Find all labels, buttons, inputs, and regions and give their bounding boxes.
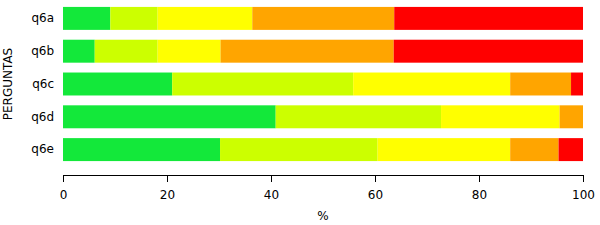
tick-label: q6e bbox=[31, 142, 54, 156]
bar-segment bbox=[394, 7, 583, 30]
bar-segment bbox=[560, 105, 583, 128]
tick-label: 80 bbox=[472, 188, 487, 202]
tick-mark bbox=[583, 175, 584, 182]
tick: q6d bbox=[31, 110, 54, 124]
tick: 60 bbox=[368, 175, 383, 202]
bar-segment bbox=[276, 105, 441, 128]
tick-label: 100 bbox=[572, 188, 595, 202]
bar-segment bbox=[63, 7, 110, 30]
bar-segment bbox=[571, 73, 583, 96]
series bbox=[394, 7, 583, 161]
x-axis-title: % bbox=[317, 209, 328, 223]
tick: q6a bbox=[31, 11, 54, 25]
bar-segment bbox=[158, 7, 253, 30]
tick: 100 bbox=[572, 175, 595, 202]
tick-mark bbox=[271, 175, 272, 182]
bar-segment bbox=[510, 73, 571, 96]
bar-segment bbox=[510, 138, 558, 161]
tick-mark bbox=[375, 175, 376, 182]
bar-segment bbox=[353, 73, 510, 96]
tick: 0 bbox=[60, 175, 68, 202]
bar-segment bbox=[220, 138, 378, 161]
tick-label: q6c bbox=[32, 77, 54, 91]
chart: 0 20 40 60 80 100 q6a q6b q6c q6d q6e% PERGUNTAS bbox=[0, 0, 600, 225]
bar-segment bbox=[158, 40, 221, 63]
bar-segment bbox=[583, 105, 584, 128]
tick: 40 bbox=[264, 175, 279, 202]
bar-segment bbox=[394, 40, 583, 63]
bar-segment bbox=[63, 73, 172, 96]
bar-segment bbox=[95, 40, 158, 63]
tick-label: q6a bbox=[31, 11, 54, 25]
tick-label: 60 bbox=[368, 188, 383, 202]
tick-label: 0 bbox=[60, 188, 68, 202]
tick-label: q6b bbox=[31, 44, 54, 58]
tick-mark bbox=[479, 175, 480, 182]
bar-segment bbox=[252, 7, 394, 30]
bars bbox=[63, 7, 583, 161]
tick-label: q6d bbox=[31, 110, 54, 124]
tick: q6e bbox=[31, 142, 54, 156]
bar-segment bbox=[172, 73, 353, 96]
tick-mark bbox=[63, 175, 64, 182]
x-axis: 0 20 40 60 80 100 bbox=[60, 175, 595, 202]
tick-label: 20 bbox=[160, 188, 175, 202]
tick: q6b bbox=[31, 44, 54, 58]
tick: 20 bbox=[160, 175, 175, 202]
bar-segment bbox=[63, 138, 220, 161]
tick-mark bbox=[167, 175, 168, 182]
tick-label: 40 bbox=[264, 188, 279, 202]
tick: 80 bbox=[472, 175, 487, 202]
tick: q6c bbox=[32, 77, 54, 91]
bar-segment bbox=[63, 40, 95, 63]
y-axis-title: PERGUNTAS bbox=[1, 48, 15, 120]
bar-segment bbox=[63, 105, 276, 128]
y-axis: q6a q6b q6c q6d q6e bbox=[31, 11, 54, 156]
bar-segment bbox=[441, 105, 560, 128]
series bbox=[221, 7, 583, 161]
series bbox=[158, 7, 560, 161]
axis-line bbox=[64, 176, 584, 183]
bar-segment bbox=[559, 138, 583, 161]
bar-segment bbox=[221, 40, 394, 63]
bar-segment bbox=[110, 7, 157, 30]
bar-segment bbox=[378, 138, 511, 161]
